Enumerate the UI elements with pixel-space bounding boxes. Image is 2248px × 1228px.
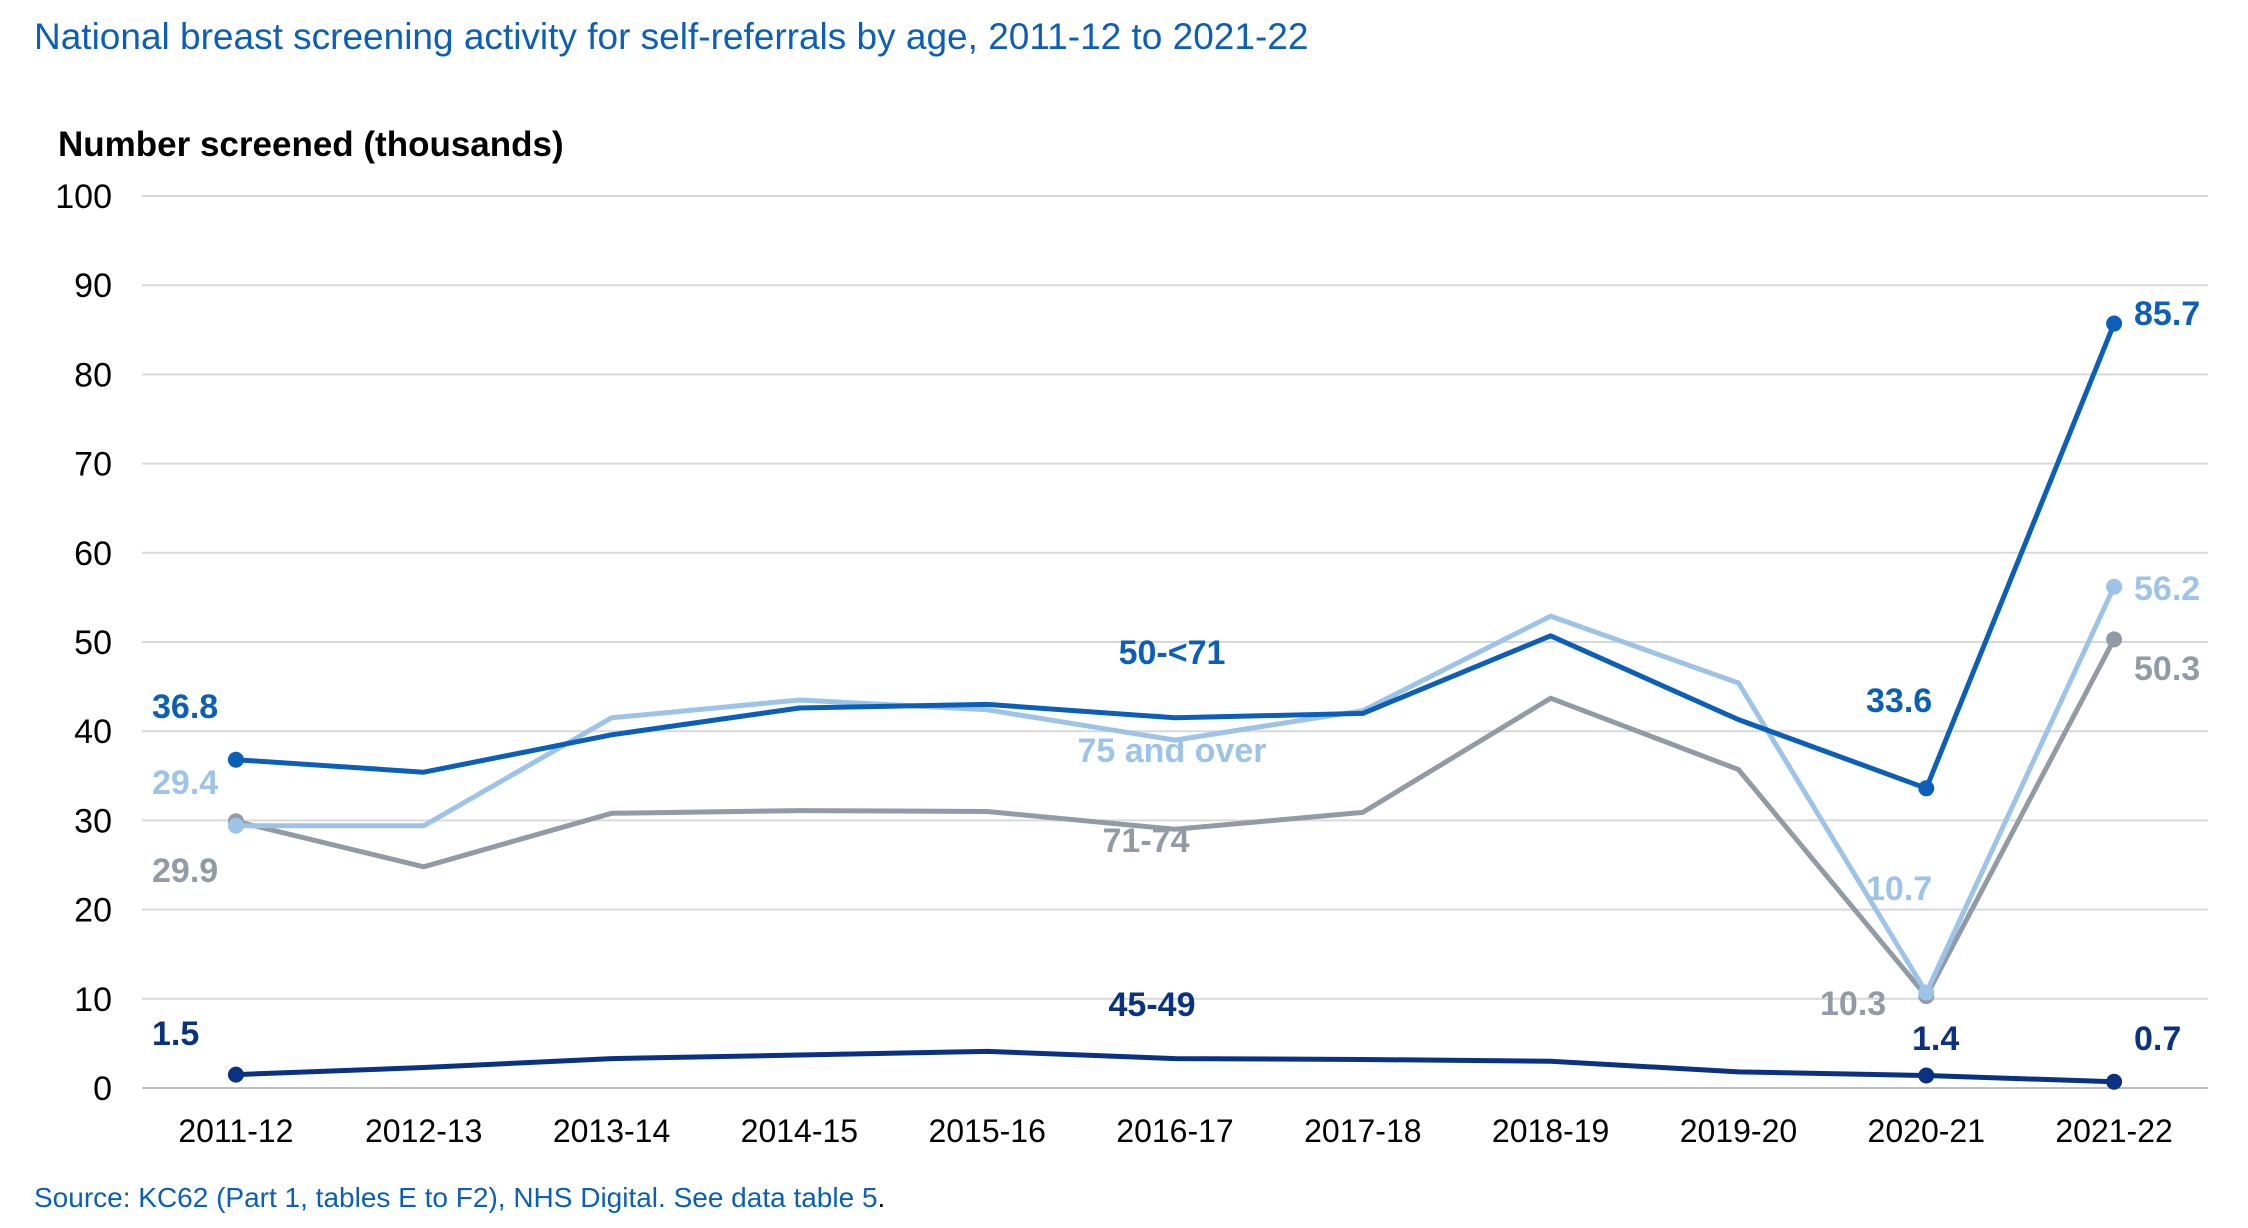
data-label: 36.8: [152, 688, 218, 726]
y-tick-label: 0: [93, 1070, 112, 1108]
y-tick-label: 40: [74, 713, 112, 751]
y-tick-label: 10: [74, 981, 112, 1019]
x-tick-label: 2012-13: [365, 1113, 482, 1149]
data-point-marker: [1918, 984, 1935, 1001]
y-tick-label: 90: [74, 267, 112, 305]
data-label: 85.7: [2134, 295, 2200, 333]
source-period: .: [877, 1182, 886, 1213]
y-tick-label: 80: [74, 356, 112, 394]
data-point-marker: [227, 751, 244, 768]
data-label: 29.4: [152, 764, 218, 802]
x-tick-label: 2015-16: [928, 1113, 1045, 1149]
data-point-marker: [227, 1066, 244, 1083]
data-label: 0.7: [2134, 1020, 2181, 1058]
data-label: 1.4: [1912, 1020, 1959, 1058]
x-tick-label: 2011-12: [178, 1113, 293, 1149]
series-label: 50-<71: [1119, 634, 1226, 672]
y-tick-label: 70: [74, 446, 112, 484]
gridlines: [142, 195, 2208, 1089]
series-markers: [227, 315, 2123, 1090]
y-tick-label: 30: [74, 802, 112, 840]
y-tick-label: 20: [74, 892, 112, 930]
data-labels: 36.8 33.6 85.7 29.4 10.7 56.2 29.9 10.3 50.3 1.5 1…: [152, 295, 2200, 1058]
x-tick-label: 2018-19: [1492, 1113, 1609, 1149]
series-lines: [233, 321, 2117, 1085]
data-label: 1.5: [152, 1015, 199, 1053]
data-point-marker: [1918, 780, 1935, 797]
data-point-marker: [2106, 315, 2123, 332]
x-axis-ticks: 2011-12 2012-13 2013-14 2014-15 2015-16 2016-…: [178, 1113, 2172, 1149]
data-label: 50.3: [2134, 650, 2200, 688]
series-line: [233, 584, 2117, 996]
x-tick-label: 2020-21: [1868, 1113, 1985, 1149]
series-line: [233, 321, 2117, 791]
x-tick-label: 2021-22: [2055, 1113, 2172, 1149]
source-text: Source: KC62 (Part 1, tables E to F2), N…: [34, 1182, 878, 1213]
data-point-marker: [227, 817, 244, 834]
x-tick-label: 2016-17: [1116, 1113, 1233, 1149]
y-tick-label: 100: [55, 178, 112, 216]
series-label: 75 and over: [1078, 732, 1267, 770]
series-label: 45-49: [1109, 986, 1196, 1024]
source-note: Source: KC62 (Part 1, tables E to F2), N…: [34, 1182, 885, 1214]
data-label: 56.2: [2134, 570, 2200, 608]
series-label: 71-74: [1103, 822, 1190, 860]
data-point-marker: [2106, 1073, 2123, 1090]
data-label: 10.3: [1820, 985, 1886, 1023]
chart-title: National breast screening activity for s…: [34, 16, 1309, 57]
data-point-marker: [2106, 631, 2123, 648]
series-line: [233, 636, 2117, 999]
x-tick-label: 2019-20: [1680, 1113, 1797, 1149]
y-axis-ticks: 0 10 20 30 40 50 60 70 80 90 100: [55, 178, 112, 1108]
y-tick-label: 60: [74, 535, 112, 573]
y-axis-title: Number screened (thousands): [58, 125, 564, 164]
y-tick-label: 50: [74, 624, 112, 662]
series-line: [233, 1048, 2117, 1085]
data-label: 29.9: [152, 852, 218, 890]
x-tick-label: 2013-14: [553, 1113, 670, 1149]
x-tick-label: 2017-18: [1304, 1113, 1421, 1149]
x-tick-label: 2014-15: [741, 1113, 858, 1149]
data-point-marker: [2106, 578, 2123, 595]
data-label: 33.6: [1866, 682, 1932, 720]
data-label: 10.7: [1866, 870, 1932, 908]
series-labels: 50-<71 75 and over 71-74 45-49: [1078, 634, 1267, 1024]
data-point-marker: [1918, 1067, 1935, 1084]
